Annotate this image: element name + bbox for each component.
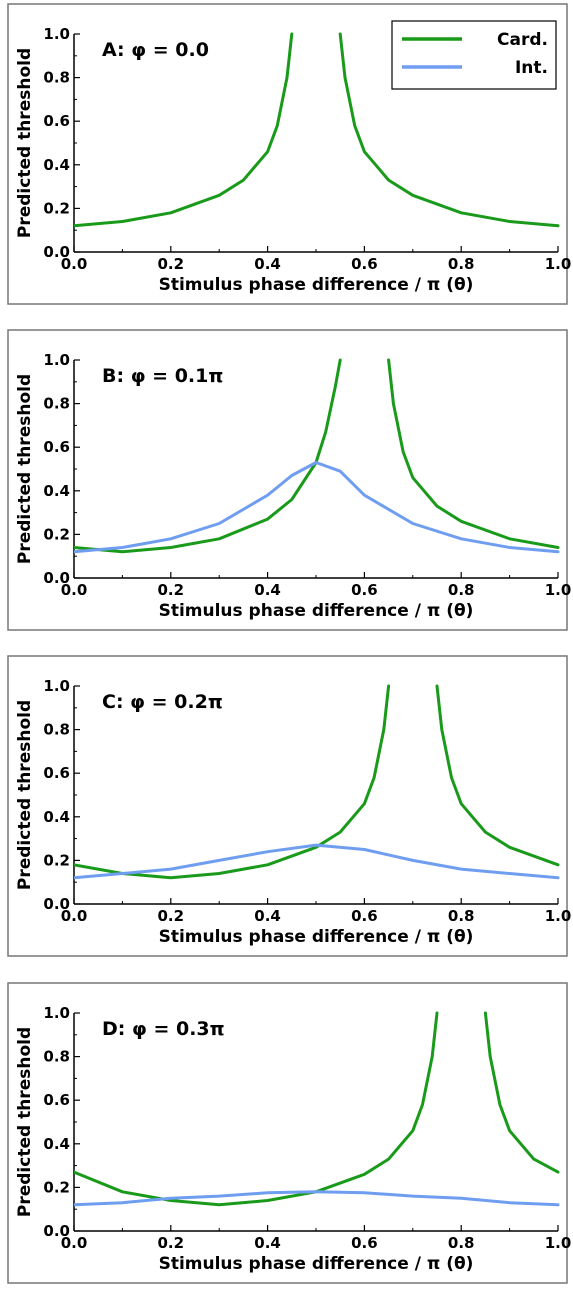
y-tick-label: 0.0 (43, 895, 70, 913)
y-tick-label: 0.4 (43, 1135, 70, 1153)
panel-title: A: φ = 0.0 (102, 39, 209, 61)
y-tick-label: 0.0 (43, 569, 70, 587)
series-group (74, 358, 560, 554)
legend-box (391, 20, 557, 90)
legend-label: Card. (497, 30, 548, 50)
x-tick-label: 0.6 (351, 255, 378, 273)
series-group (74, 684, 560, 880)
x-tick-label: 0.4 (254, 581, 281, 599)
y-tick-label: 0.2 (43, 1178, 70, 1196)
x-tick-label: 0.2 (158, 1234, 185, 1252)
y-tick-label: 0.6 (43, 112, 70, 130)
y-tick-label: 0.8 (43, 1048, 70, 1066)
x-tick-label: 0.8 (448, 581, 475, 599)
y-tick-label: 0.4 (43, 808, 70, 826)
panel-frame (7, 655, 568, 957)
y-tick-label: 0.2 (43, 851, 70, 869)
x-tick-label: 0.0 (61, 255, 88, 273)
y-tick-label: 0.6 (43, 1091, 70, 1109)
series-line-int (74, 461, 560, 554)
panel-title: C: φ = 0.2π (102, 691, 223, 713)
y-tick-label: 0.0 (43, 243, 70, 261)
y-axis-label: Predicted threshold (15, 374, 35, 564)
x-tick-label: 0.0 (61, 581, 88, 599)
panel-d: 0.0 0.2 0.4 0.6 0.8 1.0 0.0 0.2 0.4 0.6 0.8 1.0 Stim… (7, 982, 572, 1284)
y-tick-label: 0.2 (43, 199, 70, 217)
panel-frame (7, 329, 568, 631)
x-tick-label: 0.2 (158, 907, 185, 925)
x-axis-label: Stimulus phase difference / π (θ) (159, 1254, 474, 1274)
y-tick-label: 0.0 (43, 1222, 70, 1240)
series-line-card (74, 1011, 439, 1207)
x-axis-label: Stimulus phase difference / π (θ) (159, 275, 474, 295)
series-line-card (435, 684, 560, 867)
series-line-card (483, 1011, 560, 1174)
y-tick-label: 0.6 (43, 764, 70, 782)
legend-label: Int. (515, 58, 548, 78)
x-tick-label: 1.0 (545, 907, 572, 925)
x-tick-label: 0.4 (254, 1234, 281, 1252)
x-tick-label: 0.2 (158, 581, 185, 599)
y-axis-label: Predicted threshold (15, 1027, 35, 1217)
panel-c: 0.0 0.2 0.4 0.6 0.8 1.0 0.0 0.2 0.4 0.6 0.8 1.0 Stim… (7, 655, 572, 957)
series-line-card (74, 358, 342, 554)
series-line-card (74, 684, 391, 880)
x-tick-label: 0.6 (351, 907, 378, 925)
series-line-card (338, 32, 560, 228)
y-tick-label: 1.0 (43, 25, 70, 43)
y-tick-label: 0.8 (43, 721, 70, 739)
panel-frame (7, 982, 568, 1284)
y-tick-label: 0.4 (43, 482, 70, 500)
y-tick-label: 0.8 (43, 395, 70, 413)
x-axis-label: Stimulus phase difference / π (θ) (159, 927, 474, 947)
panel-a: 0.0 0.2 0.4 0.6 0.8 1.0 0.0 0.2 0.4 0.6 0.8 1.0 Stim… (7, 3, 572, 305)
series-line-int (74, 843, 560, 880)
y-tick-label: 1.0 (43, 677, 70, 695)
y-tick-label: 1.0 (43, 1004, 70, 1022)
y-tick-label: 0.6 (43, 438, 70, 456)
x-tick-label: 0.4 (254, 907, 281, 925)
x-tick-label: 0.8 (448, 907, 475, 925)
x-tick-label: 0.4 (254, 255, 281, 273)
series-group (74, 1011, 560, 1207)
x-tick-label: 1.0 (545, 581, 572, 599)
y-axis-label: Predicted threshold (15, 48, 35, 238)
y-tick-label: 0.4 (43, 156, 70, 174)
y-tick-label: 0.8 (43, 69, 70, 87)
x-tick-label: 0.6 (351, 581, 378, 599)
panel-frame (7, 3, 568, 305)
y-tick-label: 0.2 (43, 525, 70, 543)
series-line-card (387, 358, 560, 549)
x-tick-label: 1.0 (545, 255, 572, 273)
y-tick-label: 1.0 (43, 351, 70, 369)
x-tick-label: 0.8 (448, 255, 475, 273)
x-axis-label: Stimulus phase difference / π (θ) (159, 601, 474, 621)
x-tick-label: 1.0 (545, 1234, 572, 1252)
series-group (74, 32, 560, 228)
panel-title: D: φ = 0.3π (102, 1018, 225, 1040)
x-tick-label: 0.2 (158, 255, 185, 273)
y-axis-label: Predicted threshold (15, 700, 35, 890)
x-tick-label: 0.0 (61, 1234, 88, 1252)
legend: Card. Int. (391, 20, 557, 90)
series-line-int (74, 1190, 560, 1207)
panel-b: 0.0 0.2 0.4 0.6 0.8 1.0 0.0 0.2 0.4 0.6 0.8 1.0 Stim… (7, 329, 572, 631)
x-tick-label: 0.6 (351, 1234, 378, 1252)
panel-title: B: φ = 0.1π (102, 365, 223, 387)
x-tick-label: 0.0 (61, 907, 88, 925)
x-tick-label: 0.8 (448, 1234, 475, 1252)
series-line-card (74, 32, 294, 228)
